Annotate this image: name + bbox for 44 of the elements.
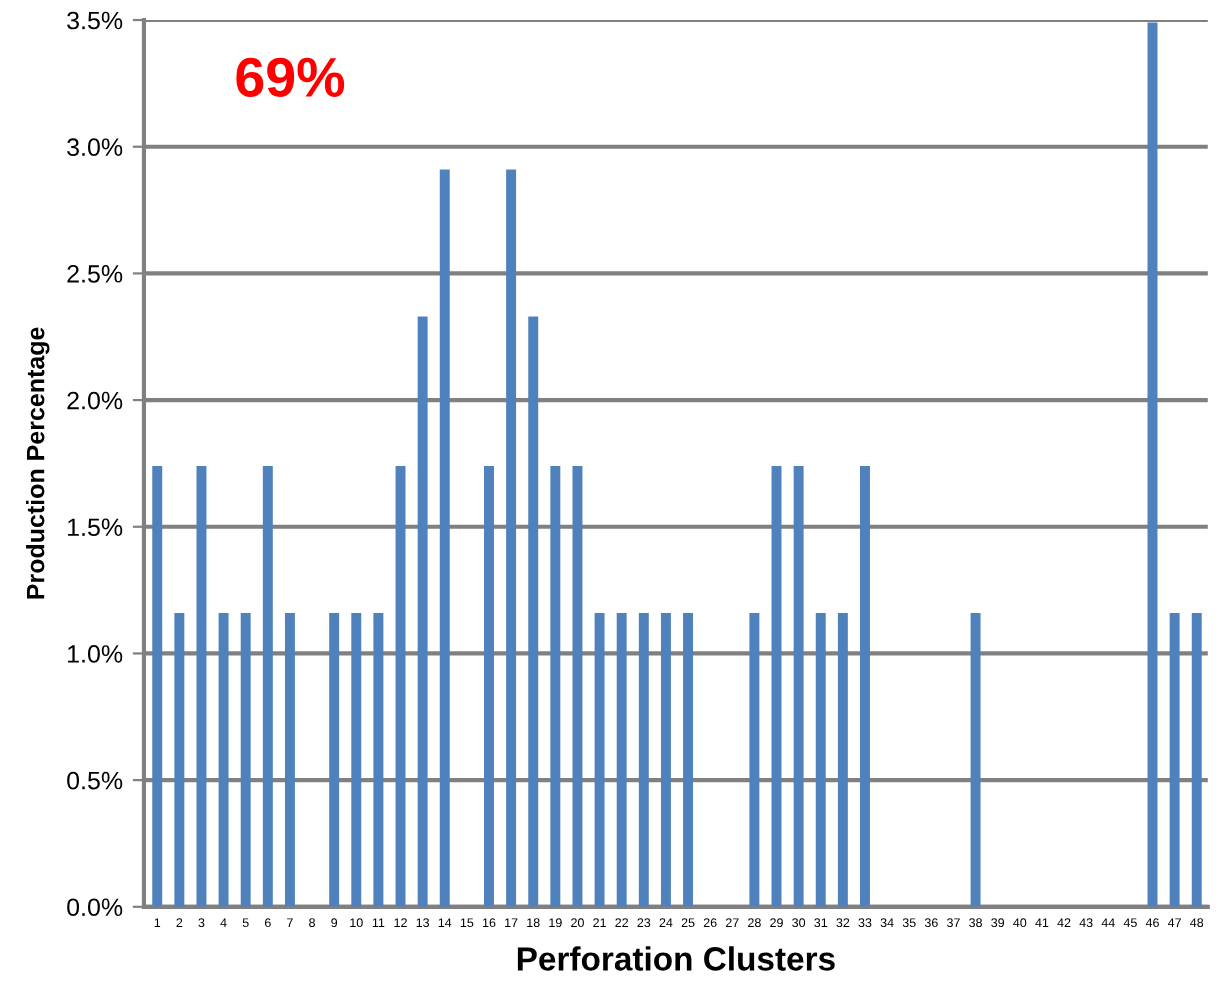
bar: [1147, 22, 1158, 907]
bar: [683, 612, 694, 907]
y-tick-label: 0.5%: [67, 771, 123, 790]
bar: [152, 465, 163, 907]
y-tick-label: 0.0%: [67, 898, 123, 917]
bar: [660, 612, 671, 907]
bar: [594, 612, 605, 907]
bar: [771, 465, 782, 907]
y-tick-label: 2.5%: [67, 265, 123, 283]
bar: [793, 465, 804, 907]
y-tick-label: 2.0%: [67, 391, 123, 410]
bar: [815, 612, 826, 907]
bar: [417, 316, 428, 907]
bar: [484, 465, 494, 907]
bar: [240, 612, 251, 907]
bar: [837, 612, 848, 907]
bar: [1191, 612, 1202, 907]
y-tick-label: 1.0%: [68, 645, 123, 663]
bar: [439, 169, 450, 907]
bar: [572, 465, 583, 907]
bar: [970, 612, 981, 907]
bar: [506, 169, 517, 907]
bar: [616, 612, 627, 907]
y-tick-label: 1.5%: [68, 518, 123, 537]
bar: [550, 465, 561, 907]
bar: [638, 612, 649, 907]
x-axis-title: Perforation Clusters: [517, 946, 835, 971]
bar: [284, 612, 295, 907]
bar: [196, 465, 207, 907]
bar: [174, 612, 185, 907]
y-tick-label: 3.5%: [67, 11, 123, 30]
bar: [749, 612, 760, 907]
bar: [1169, 612, 1180, 907]
bar: [329, 612, 340, 907]
bar: [373, 612, 384, 907]
annotation: 69%: [236, 57, 345, 98]
y-axis-title: Production Percentage: [26, 327, 50, 599]
y-tick-label: 3.0%: [67, 138, 123, 157]
bar: [395, 465, 406, 907]
bar: [262, 465, 273, 907]
bar: [860, 465, 870, 907]
bar: [528, 316, 539, 907]
bar: [218, 612, 229, 907]
bar: [351, 612, 362, 907]
